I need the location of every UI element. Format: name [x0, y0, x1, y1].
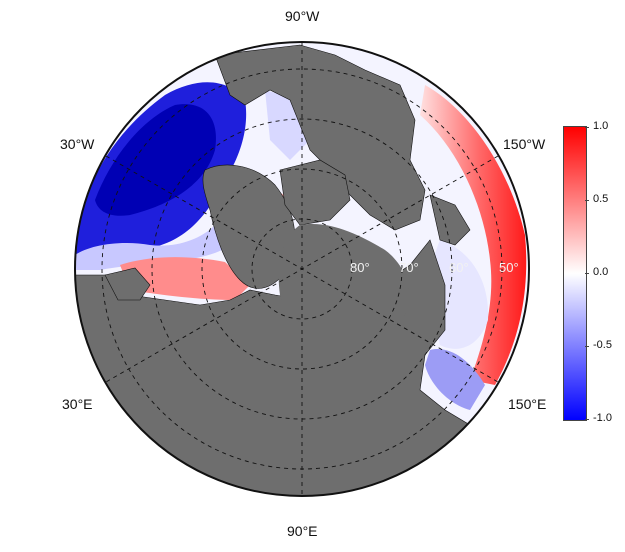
lat-label-80: 80°	[350, 260, 370, 275]
north-america	[214, 44, 426, 231]
lon-label-lower-left: 30°E	[62, 396, 93, 412]
colorbar-tickmark	[585, 127, 589, 128]
colorbar-tick-label: -0.5	[593, 339, 612, 351]
barents-positive-anomaly	[120, 257, 250, 300]
scandinavia	[104, 267, 151, 301]
colorbar-tickmark	[585, 346, 589, 347]
colorbar-tickmark	[585, 200, 589, 201]
alaska	[429, 194, 471, 246]
colorbar	[563, 126, 587, 421]
canadian-archipelago	[279, 159, 351, 226]
lon-label-top: 90°W	[285, 8, 320, 24]
lat-label-70: 70°	[399, 260, 419, 275]
colorbar-tickmark	[585, 419, 589, 420]
colorbar-tickmark	[585, 273, 589, 274]
longitude-gridlines	[105, 42, 499, 496]
lat-circle-70	[201, 168, 403, 370]
colorbar-tick-label: 1.0	[593, 120, 609, 132]
colorbar-tick-label: 0.5	[593, 193, 609, 205]
pacific-positive-anomaly	[420, 85, 527, 385]
meridian-150w-30e	[105, 155, 499, 383]
lon-label-upper-left: 30°W	[60, 136, 95, 152]
colorbar-tick-label: -1.0	[593, 412, 612, 424]
atlantic-core-anomaly	[95, 104, 216, 216]
greenland	[202, 164, 296, 289]
lon-label-lower-right: 150°E	[508, 396, 547, 412]
lon-label-bottom: 90°E	[287, 523, 318, 539]
okhotsk-anomaly	[425, 349, 485, 410]
lon-label-upper-right: 150°W	[503, 136, 546, 152]
lat-label-50: 50°	[499, 260, 519, 275]
arctic-sea-ice	[278, 224, 409, 337]
colorbar-tick-label: 0.0	[593, 266, 609, 278]
lat-label-60: 60°	[449, 260, 469, 275]
